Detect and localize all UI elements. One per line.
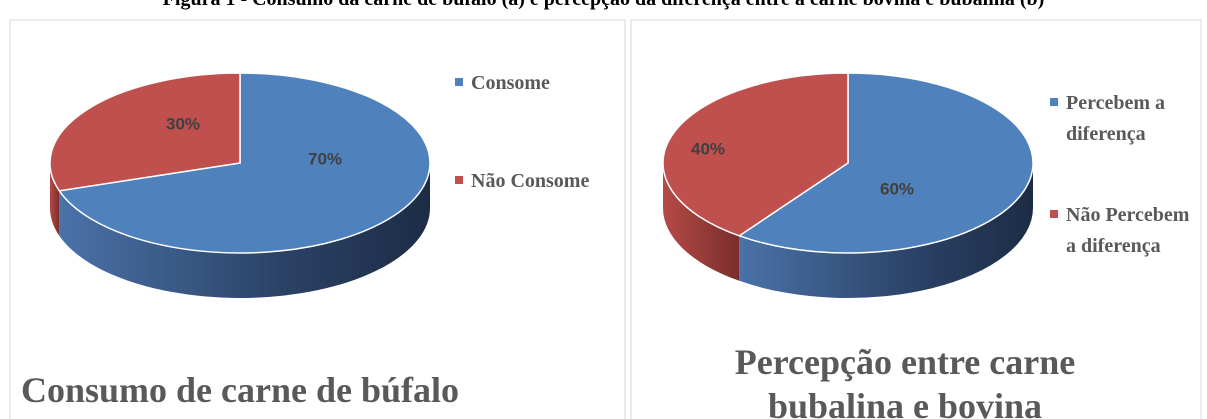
slice-top [49, 72, 241, 192]
legend-swatch [455, 78, 463, 86]
legend: Consome Não Consome [455, 68, 630, 197]
chart-frame [630, 19, 1202, 419]
pie-slice [49, 72, 241, 236]
legend-label: Não Percebem a diferença [1066, 204, 1190, 257]
legend-item: Não Percebem a diferença [1050, 200, 1200, 262]
data-label: 40% [691, 139, 725, 158]
legend-swatch [1050, 98, 1058, 106]
pie-slice [58, 72, 431, 299]
legend-label: Não Consome [471, 170, 590, 192]
data-label: 30% [166, 114, 200, 133]
slice-side [59, 163, 431, 299]
data-label: 70% [308, 149, 342, 168]
pie-slice [662, 72, 849, 281]
legend-item: Não Consome [455, 166, 630, 197]
slice-top [58, 72, 431, 254]
legend-label: Consome [471, 72, 550, 94]
pie-slice [737, 72, 1034, 299]
legend-item: Percebem a diferença [1050, 88, 1200, 150]
slice-side [50, 163, 60, 236]
legend-swatch [1050, 210, 1058, 218]
slice-side [663, 163, 740, 281]
slice-top [737, 72, 1034, 254]
legend: Percebem a diferença Não Percebem a difer… [1050, 88, 1200, 262]
chart-title: Consumo de carne de búfalo [20, 370, 460, 410]
legend-label: Percebem a diferença [1066, 92, 1166, 145]
legend-swatch [455, 176, 463, 184]
slice-side [739, 163, 1033, 299]
slice-top [662, 72, 849, 237]
legend-item: Consome [455, 68, 630, 99]
chart-frame [9, 19, 626, 419]
data-label: 60% [880, 179, 914, 198]
chart-title: Percepção entre carne bubalina e bovina [734, 342, 1076, 419]
caption: Figura 1 - Consumo da carne de búfalo (a… [0, 0, 1207, 11]
